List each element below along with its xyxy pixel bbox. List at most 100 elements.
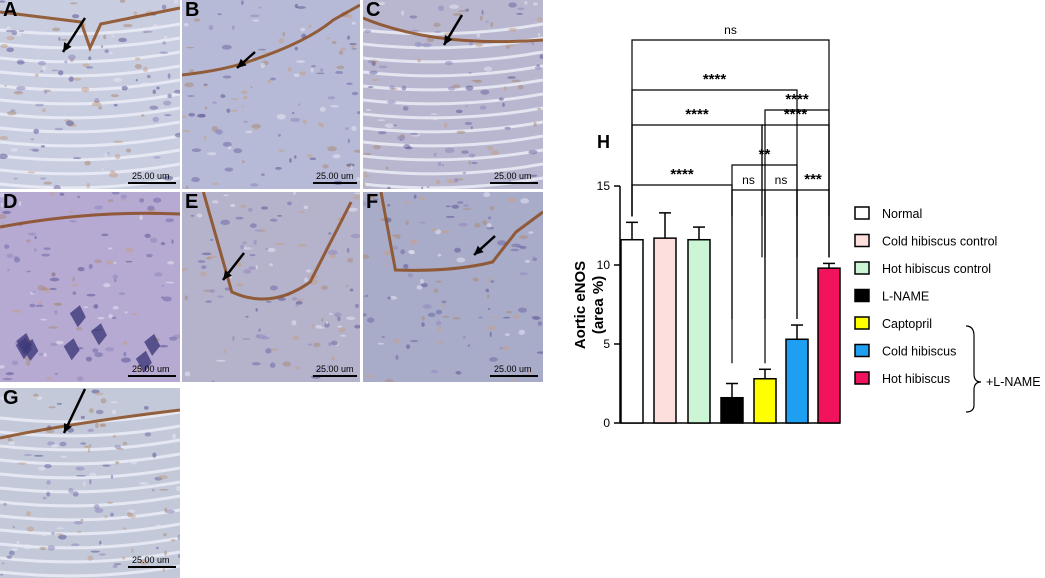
micrograph-b-tissue [182, 0, 360, 189]
significance-bracket-9 [796, 189, 830, 258]
scale-label-c: 25.00 um [494, 171, 532, 181]
significance-bracket-1 [631, 89, 798, 217]
micrograph-f-arrow [473, 235, 496, 256]
micrograph-panel-e: E 25.00 um [182, 192, 360, 382]
micrograph-d-image [0, 192, 180, 382]
legend-label-3: L-NAME [882, 290, 929, 304]
y-tick-label-15: 15 [597, 179, 611, 193]
micrograph-panel-g: G 25.00 um [0, 388, 180, 578]
lname-bracket-label: +L-NAME [986, 375, 1041, 389]
significance-label-0: ns [724, 23, 737, 37]
panel-label-e: E [185, 192, 199, 213]
y-tick-label-0: 0 [603, 416, 610, 430]
y-tick-label-5: 5 [603, 337, 610, 351]
scale-label-g: 25.00 um [132, 555, 170, 565]
significance-label-5: ** [759, 146, 771, 163]
legend-label-4: Captopril [882, 317, 932, 331]
legend-swatch-5 [854, 343, 870, 358]
panel-label-f: F [366, 192, 379, 213]
micrograph-b-image [182, 0, 360, 189]
micrograph-e-endothelium [201, 192, 353, 301]
lname-brace [965, 325, 982, 413]
micrograph-b-endothelium [182, 3, 360, 77]
legend-label-6: Hot hibiscus [882, 372, 950, 386]
micrograph-a-image [0, 0, 180, 189]
legend-label-5: Cold hibiscus [882, 345, 956, 359]
scale-label-d: 25.00 um [132, 364, 170, 374]
micrograph-e-image [182, 192, 360, 382]
scale-bar-f [490, 375, 538, 377]
y-axis-label: Aortic eNOS(area %) [572, 261, 607, 349]
y-tick-label-10: 10 [597, 258, 611, 272]
bar-3 [720, 396, 744, 424]
micrograph-d-texture [0, 192, 180, 382]
micrograph-e-arrow [222, 252, 245, 281]
legend-swatch-0 [854, 206, 870, 220]
micrograph-g-arrow [62, 388, 87, 434]
micrograph-panel-a: A 25.00 um [0, 0, 180, 189]
significance-bracket-4 [761, 124, 830, 258]
micrograph-panel-f: F 25.00 um [363, 192, 543, 382]
scale-bar-e [313, 375, 357, 377]
significance-label-7: ns [742, 173, 755, 187]
panel-label-a: A [3, 0, 18, 21]
significance-label-4: **** [784, 106, 808, 123]
micrograph-c-texture [363, 0, 543, 189]
micrograph-g-image [0, 388, 180, 578]
panel-label-h: H [597, 132, 610, 152]
legend-swatch-3 [854, 288, 870, 303]
micrograph-b-arrow [236, 51, 256, 69]
micrograph-c-arrow [442, 14, 464, 46]
scale-label-e: 25.00 um [316, 364, 354, 374]
micrograph-panel-c: C 25.00 um [363, 0, 543, 189]
significance-label-6: **** [670, 166, 694, 183]
micrograph-b-texture [182, 0, 360, 189]
scale-bar-d [128, 375, 176, 377]
scale-label-f: 25.00 um [494, 364, 532, 374]
micrograph-panel-b: B 25.00 um [182, 0, 360, 189]
legend-swatch-1 [854, 233, 870, 248]
panel-label-d: D [3, 192, 18, 213]
significance-label-2: **** [785, 91, 809, 108]
panel-label-b: B [185, 0, 200, 21]
legend-label-2: Hot hibiscus control [882, 262, 991, 276]
legend-label-0: Normal [882, 207, 922, 221]
significance-bracket-8 [764, 189, 798, 320]
scale-bar-c [490, 182, 538, 184]
scale-bar-g [128, 566, 176, 568]
panel-label-g: G [3, 388, 19, 409]
legend-swatch-2 [854, 261, 870, 275]
micrograph-f-texture [363, 192, 543, 382]
significance-bracket-3 [631, 124, 763, 217]
significance-bracket-7 [731, 189, 766, 364]
micrograph-a-texture [0, 0, 180, 189]
significance-label-3: **** [685, 106, 709, 123]
bar-4 [753, 378, 777, 424]
bar-5 [785, 338, 809, 424]
micrograph-e-texture [182, 192, 360, 382]
significance-label-8: ns [775, 173, 788, 187]
panel-label-c: C [366, 0, 381, 21]
scale-bar-b [313, 182, 357, 184]
bar-0 [620, 238, 644, 424]
bar-6 [817, 267, 841, 424]
micrograph-f-endothelium [379, 192, 543, 272]
micrograph-d-endothelium [0, 211, 180, 229]
legend-swatch-4 [854, 316, 870, 330]
micrograph-panel-d: D 25.00 um [0, 192, 180, 382]
micrograph-c-endothelium [363, 16, 543, 44]
bar-2 [687, 238, 711, 424]
significance-bracket-6 [631, 184, 733, 217]
micrograph-f-image [363, 192, 543, 382]
legend-swatch-6 [854, 371, 870, 385]
scale-bar-a [128, 182, 176, 184]
micrograph-a-endothelium [0, 6, 180, 53]
scale-label-a: 25.00 um [132, 171, 170, 181]
legend-label-1: Cold hibiscus control [882, 235, 997, 249]
micrograph-g-endothelium [0, 408, 180, 440]
bar-1 [653, 237, 677, 424]
significance-label-1: **** [703, 71, 727, 88]
micrograph-f-tissue [363, 192, 543, 382]
micrograph-c-image [363, 0, 543, 189]
